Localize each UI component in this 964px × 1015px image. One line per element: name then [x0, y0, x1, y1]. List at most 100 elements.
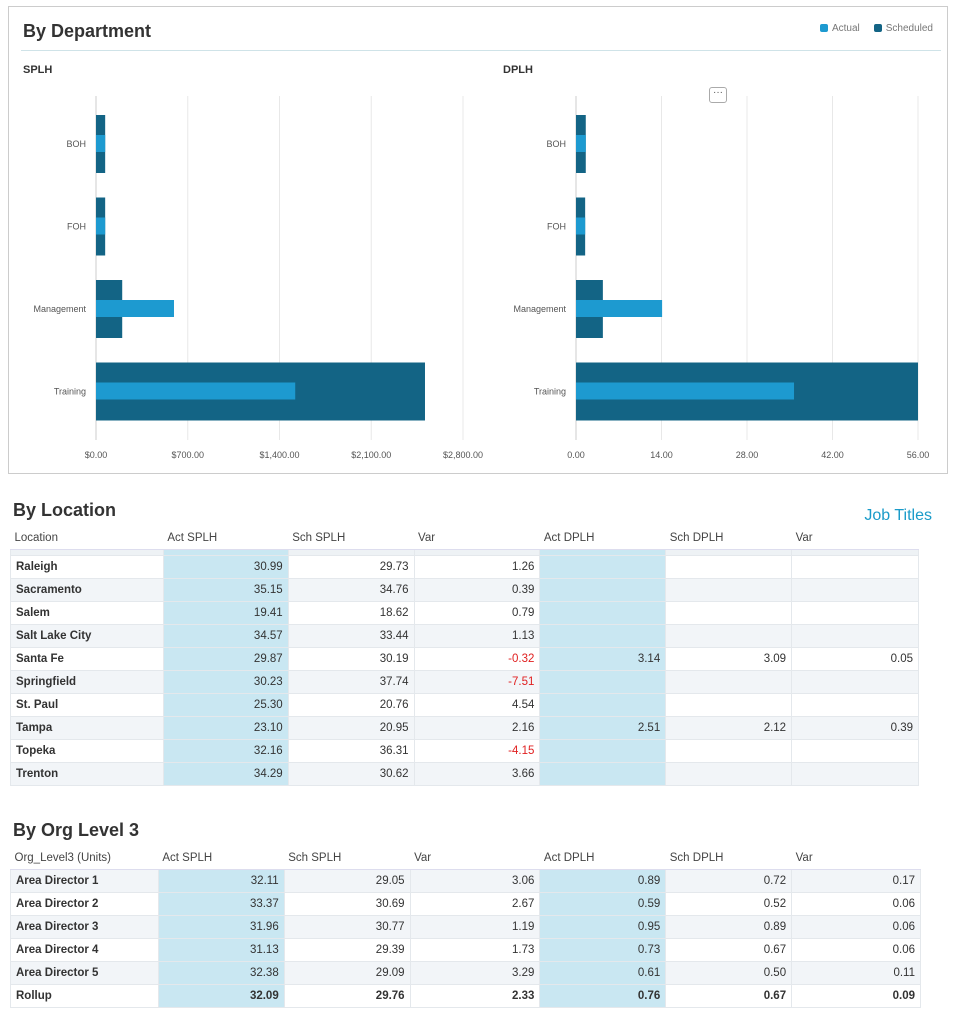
bar-actual[interactable]: [576, 300, 663, 317]
y-category-label: Training: [54, 387, 86, 397]
job-titles-link[interactable]: Job Titles: [864, 507, 932, 524]
table-cell: 0.95: [539, 914, 667, 939]
column-header[interactable]: Sch DPLH: [665, 527, 792, 550]
column-header[interactable]: Var: [410, 847, 540, 870]
table-cell: 3.06: [409, 868, 541, 893]
table-cell: 30.62: [287, 761, 415, 786]
table-cell: [791, 623, 919, 648]
table-row[interactable]: Area Director 2 33.37 30.69 2.67 0.59 0.52 0.0…: [10, 891, 921, 916]
table-cell: 0.11: [791, 960, 921, 985]
table-cell: 23.10: [162, 715, 289, 740]
y-category-label: Management: [33, 304, 86, 314]
table-cell: [665, 577, 793, 602]
table-row[interactable]: Santa Fe 29.87 30.19 -0.32 3.14 3.09 0.05: [10, 646, 919, 671]
column-header[interactable]: Location: [10, 527, 164, 550]
column-header[interactable]: Var: [791, 527, 919, 550]
bar-actual[interactable]: [576, 382, 795, 400]
table-cell: [791, 554, 919, 579]
dplh-chart-title: DPLH: [503, 64, 533, 76]
header-row: Org_Level3 (Units) Act SPLH Sch SPLH Var Act…: [10, 847, 921, 870]
table-cell: [791, 669, 919, 694]
table-cell: 34.57: [162, 623, 289, 648]
column-header[interactable]: Var: [791, 847, 921, 870]
y-category-label: BOH: [546, 139, 566, 149]
bar-actual[interactable]: [96, 300, 174, 317]
table-cell: 0.72: [665, 868, 793, 893]
table-row[interactable]: Area Director 3 31.96 30.77 1.19 0.95 0.89 0.0…: [10, 914, 921, 939]
table-cell: 29.05: [283, 868, 411, 893]
column-header[interactable]: Act DPLH: [539, 847, 666, 870]
table-cell: 19.41: [162, 600, 289, 625]
column-header[interactable]: Sch SPLH: [284, 847, 411, 870]
column-header[interactable]: Act SPLH: [158, 847, 285, 870]
more-options-button[interactable]: ···: [709, 87, 727, 103]
table-row[interactable]: Area Director 5 32.38 29.09 3.29 0.61 0.50 0.1…: [10, 960, 921, 985]
table-cell: [791, 738, 919, 763]
legend-label: Actual: [831, 23, 860, 34]
table-cell: 37.74: [287, 669, 415, 694]
table-cell: Salem: [10, 600, 164, 625]
table-cell: 32.16: [162, 738, 289, 763]
table-cell: 1.13: [413, 623, 541, 648]
table-cell: 29.39: [283, 937, 411, 962]
header-row: Location Act SPLH Sch SPLH Var Act DPLH Sch D…: [10, 527, 919, 550]
table-cell: 0.89: [539, 868, 667, 893]
table-cell: 2.67: [409, 891, 541, 916]
table-cell: 0.61: [539, 960, 667, 985]
legend-scheduled[interactable]: Scheduled: [873, 23, 933, 34]
column-header[interactable]: Var: [414, 527, 540, 550]
table-row[interactable]: Rollup 32.09 29.76 2.33 0.76 0.67 0.09: [10, 983, 921, 1008]
table-cell: Area Director 3: [10, 914, 159, 939]
chart-legend: Actual Scheduled: [819, 23, 933, 34]
table-row[interactable]: Tampa 23.10 20.95 2.16 2.51 2.12 0.39: [10, 715, 919, 740]
panel-title: By Department: [23, 21, 152, 41]
column-header[interactable]: Act DPLH: [539, 527, 666, 550]
column-header[interactable]: Act SPLH: [163, 527, 289, 550]
table-cell: 25.30: [162, 692, 289, 717]
table-cell: Area Director 5: [10, 960, 159, 985]
table-cell: [539, 692, 667, 717]
table-cell: [539, 554, 667, 579]
table-cell: 0.79: [413, 600, 541, 625]
x-tick-label: 28.00: [736, 450, 759, 460]
table-cell: 1.19: [409, 914, 541, 939]
table-cell: [665, 623, 793, 648]
legend-actual[interactable]: Actual: [819, 23, 860, 34]
table-row[interactable]: Area Director 4 31.13 29.39 1.73 0.73 0.67 0.0…: [10, 937, 921, 962]
table-row[interactable]: Salem 19.41 18.62 0.79: [10, 600, 919, 625]
column-header[interactable]: Sch SPLH: [288, 527, 415, 550]
x-tick-label: 42.00: [821, 450, 844, 460]
bar-actual[interactable]: [96, 135, 106, 152]
bar-actual[interactable]: [576, 217, 586, 235]
table-row[interactable]: Area Director 1 32.11 29.05 3.06 0.89 0.72 0.1…: [10, 868, 921, 893]
table-cell: Area Director 1: [10, 868, 159, 893]
table-cell: [791, 761, 919, 786]
table-cell: 29.09: [283, 960, 411, 985]
table-row[interactable]: Raleigh 30.99 29.73 1.26: [10, 554, 919, 579]
y-category-label: FOH: [547, 222, 566, 232]
table-row[interactable]: Salt Lake City 34.57 33.44 1.13: [10, 623, 919, 648]
table-cell: 0.67: [665, 983, 793, 1008]
bar-actual[interactable]: [96, 217, 106, 235]
table-cell: 3.14: [539, 646, 667, 671]
table-cell: 0.52: [665, 891, 793, 916]
table-cell: 0.67: [665, 937, 793, 962]
column-header[interactable]: Sch DPLH: [665, 847, 792, 870]
table-cell: St. Paul: [10, 692, 164, 717]
table-cell: 32.11: [157, 868, 285, 893]
table-cell: 18.62: [287, 600, 415, 625]
column-header[interactable]: Org_Level3 (Units): [10, 847, 159, 870]
x-tick-label: $2,800.00: [443, 450, 483, 460]
bar-actual[interactable]: [576, 135, 586, 152]
table-row[interactable]: Topeka 32.16 36.31 -4.15: [10, 738, 919, 763]
table-cell: 2.12: [665, 715, 793, 740]
table-row[interactable]: Trenton 34.29 30.62 3.66: [10, 761, 919, 786]
table-row[interactable]: Sacramento 35.15 34.76 0.39: [10, 577, 919, 602]
x-tick-label: 0.00: [567, 450, 585, 460]
table-cell: 1.73: [409, 937, 541, 962]
table-row[interactable]: Springfield 30.23 37.74 -7.51: [10, 669, 919, 694]
table-row[interactable]: St. Paul 25.30 20.76 4.54: [10, 692, 919, 717]
legend-swatch-actual: [819, 24, 828, 32]
bar-actual[interactable]: [96, 382, 296, 400]
legend-label: Scheduled: [885, 23, 933, 34]
